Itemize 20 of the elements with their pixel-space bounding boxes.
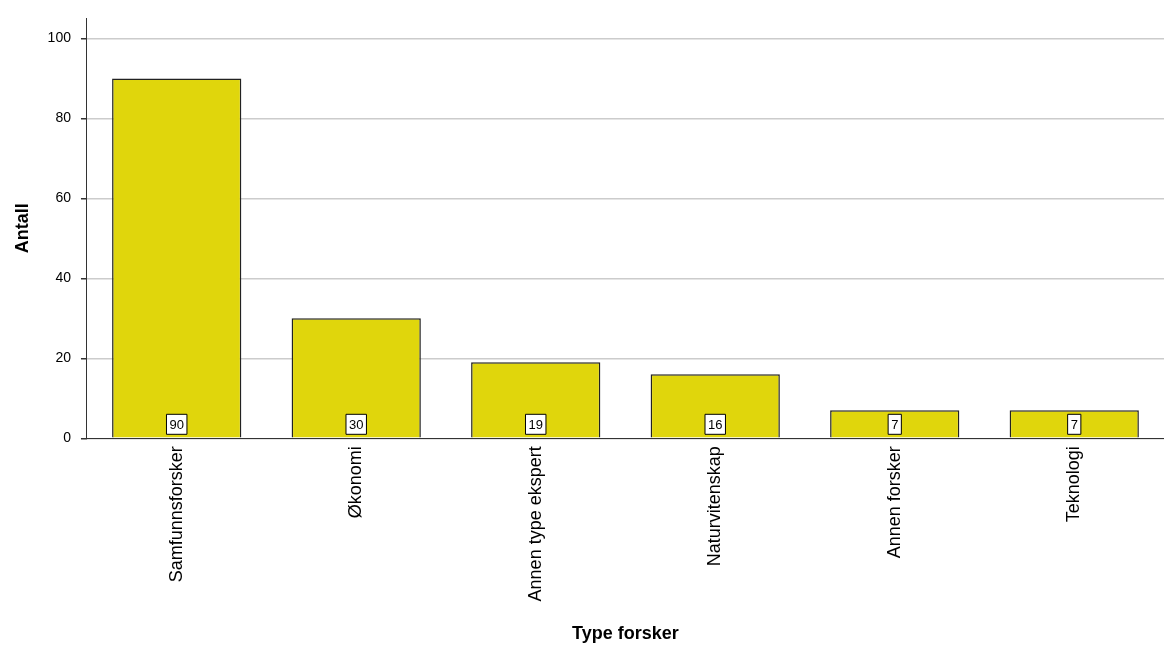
data-label: 19: [528, 416, 543, 432]
data-label: 7: [1070, 416, 1078, 432]
y-tick-label: 60: [55, 189, 72, 206]
data-label: 90: [169, 416, 184, 432]
y-tick-label: 100: [47, 29, 72, 46]
y-tick-label: 40: [55, 269, 72, 286]
x-axis-title: Type forsker: [572, 623, 679, 644]
x-tick-label: Annen type ekspert: [524, 446, 545, 602]
y-tick-label: 20: [55, 349, 72, 366]
data-label: 7: [891, 416, 899, 432]
y-axis-title: Antall: [11, 203, 32, 254]
x-tick-label: Samfunnsforsker: [165, 446, 186, 583]
x-tick-label: Teknologi: [1063, 446, 1084, 523]
y-tick-label: 0: [63, 429, 72, 446]
x-tick-label: Naturvitenskap: [704, 446, 725, 567]
y-tick-label: 80: [55, 109, 72, 126]
data-label: 30: [348, 416, 364, 432]
x-tick-label: Annen forsker: [883, 446, 904, 559]
x-tick-label: Økonomi: [345, 446, 366, 519]
data-label: 16: [708, 416, 723, 432]
